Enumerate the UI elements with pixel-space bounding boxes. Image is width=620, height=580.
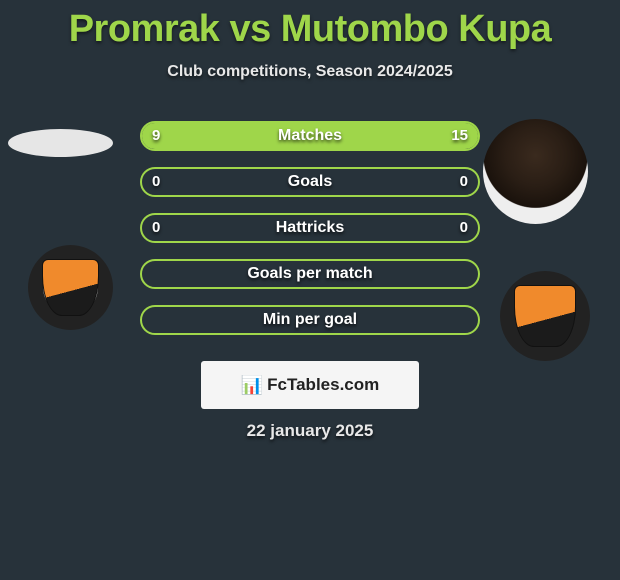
stat-row: 00Goals — [140, 167, 480, 197]
page-title: Promrak vs Mutombo Kupa — [0, 0, 620, 51]
player-right-photo — [483, 119, 588, 224]
club-badge-right — [500, 271, 590, 361]
stat-row: 915Matches — [140, 121, 480, 151]
stat-row: Min per goal — [140, 305, 480, 335]
stat-row: 00Hattricks — [140, 213, 480, 243]
shield-icon — [514, 285, 575, 346]
date-label: 22 january 2025 — [0, 421, 620, 441]
stat-row: Goals per match — [140, 259, 480, 289]
brand-name: FcTables.com — [267, 375, 379, 395]
chart-icon: 📊 — [241, 375, 263, 396]
player-left-photo — [8, 129, 113, 157]
stat-label: Hattricks — [142, 215, 478, 241]
shield-icon — [42, 259, 100, 317]
comparison-area: 915Matches 00Goals 00Hattricks Goals per ma… — [0, 111, 620, 471]
stat-label: Goals — [142, 169, 478, 195]
stat-label: Matches — [142, 123, 478, 149]
brand-logo: 📊 FcTables.com — [201, 361, 419, 409]
stat-label: Min per goal — [142, 307, 478, 333]
subtitle: Club competitions, Season 2024/2025 — [0, 63, 620, 81]
club-badge-left — [28, 245, 113, 330]
stat-label: Goals per match — [142, 261, 478, 287]
stat-bars: 915Matches 00Goals 00Hattricks Goals per ma… — [140, 121, 480, 351]
